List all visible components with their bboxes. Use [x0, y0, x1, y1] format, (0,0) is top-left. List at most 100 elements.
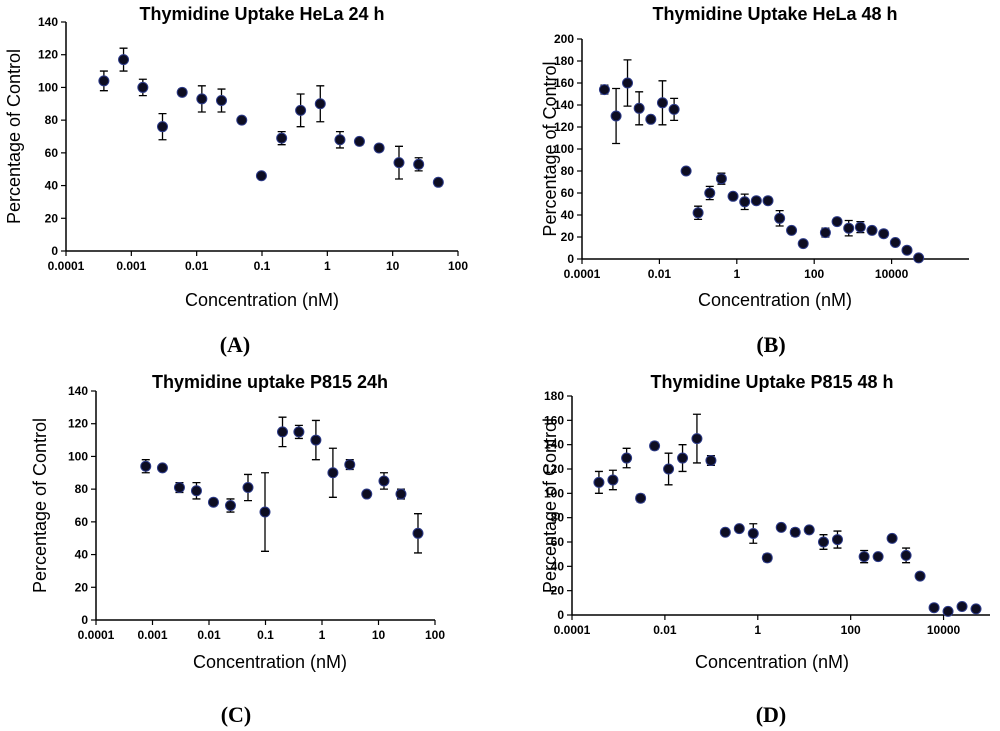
panel-a-y-tick-label: 120	[38, 48, 58, 62]
panel-a: Thymidine Uptake HeLa 24 h 0 20 40 60 80 100 12…	[4, 4, 468, 357]
panel-c-data-point	[190, 485, 202, 497]
panel-c-data-point	[207, 496, 219, 508]
panel-a-data-point	[176, 86, 188, 98]
panel-b-x-tick-label: 10000	[875, 267, 909, 281]
panel-c-label: (C)	[221, 702, 252, 727]
panel-c-data-point	[395, 488, 407, 500]
panel-d-y-tick-label: 120	[544, 462, 564, 476]
panel-c-y-axis-label: Percentage of Control	[30, 418, 50, 593]
panel-d-data-point	[914, 570, 926, 582]
panel-d-data-point	[593, 476, 605, 488]
panel-d-data-point	[886, 532, 898, 544]
panel-c-y-tick-label: 80	[75, 482, 89, 496]
panel-b-x-axis-label: Concentration (nM)	[698, 290, 852, 310]
panel-d-data-point	[956, 600, 968, 612]
panel-b-data-point	[645, 113, 657, 125]
panel-b-y-tick-label: 80	[561, 164, 575, 178]
panel-c-data-point	[224, 500, 236, 511]
panel-b-data-point	[715, 173, 727, 185]
panel-b-y-tick-label: 100	[554, 142, 574, 156]
panel-d-data-point	[607, 474, 619, 486]
panel-d-y-tick-label: 80	[551, 511, 565, 525]
panel-d-x-tick-label: 0.01	[653, 623, 677, 637]
panel-d-y-tick-label: 140	[544, 438, 564, 452]
panel-b-y-tick-label: 160	[554, 76, 574, 90]
panel-a-data-point	[137, 81, 149, 93]
panel-b-title: Thymidine Uptake HeLa 48 h	[652, 4, 897, 24]
panel-b-data-point	[680, 165, 692, 177]
panel-d-y-tick-label: 160	[544, 413, 564, 427]
panel-c-data-point	[277, 426, 289, 438]
panel-d-x-tick-label: 100	[841, 623, 861, 637]
panel-b-data-point	[656, 97, 668, 109]
panel-a-data-point	[255, 170, 267, 182]
panel-a-x-tick-label: 1	[324, 259, 331, 273]
panel-b-x-tick-label: 1	[733, 267, 740, 281]
panel-a-data-point	[196, 93, 208, 105]
panel-a-y-tick-label: 140	[38, 15, 58, 29]
panel-a-y-tick-label: 40	[45, 179, 59, 193]
panel-b-data-point	[622, 77, 634, 89]
panel-d-data-point	[677, 452, 689, 464]
panel-d-y-tick-label: 0	[557, 608, 564, 622]
panel-b-x-tick-label: 0.0001	[564, 267, 601, 281]
panel-d-x-tick-label: 10000	[927, 623, 961, 637]
panel-b-data-point	[610, 110, 622, 122]
panel-b-y-tick-label: 60	[561, 186, 575, 200]
panel-c-data-point	[259, 506, 271, 518]
panel-b-data-point	[692, 207, 704, 219]
panel-b-y-tick-label: 0	[567, 252, 574, 266]
panel-d-x-axis-label: Concentration (nM)	[695, 652, 849, 672]
panel-a-x-tick-label: 100	[448, 259, 468, 273]
panel-b-y-tick-label: 180	[554, 54, 574, 68]
panel-c-data-point	[344, 459, 356, 471]
panel-d-y-axis-label: Percentage of Control	[540, 418, 560, 593]
panel-c-data-point	[327, 467, 339, 479]
panel-c-x-tick-label: 0.01	[197, 628, 221, 642]
panel-a-y-tick-label: 80	[45, 113, 59, 127]
panel-a-data-point	[432, 176, 444, 188]
panel-a-data-point	[118, 54, 130, 66]
panel-a-title: Thymidine Uptake HeLa 24 h	[139, 4, 384, 24]
panel-c-data-point	[140, 460, 152, 472]
panel-b-data-point	[704, 187, 716, 199]
panel-d-data-point	[775, 521, 787, 533]
panel-a-y-tick-label: 20	[45, 211, 59, 225]
panel-b-data-point	[819, 227, 831, 239]
panel-a-x-tick-label: 0.0001	[48, 259, 85, 273]
panel-c-data-point	[242, 482, 254, 494]
panel-a-y-axis-label: Percentage of Control	[4, 49, 24, 224]
panel-d-data-point	[928, 602, 940, 614]
panel-c-data-point	[156, 462, 168, 474]
panel-b: Thymidine Uptake HeLa 48 h02040608010012…	[540, 4, 969, 357]
panel-b-label: (B)	[756, 332, 785, 357]
panel-d-title: Thymidine Uptake P815 48 h	[650, 372, 893, 392]
panel-d-data-point	[761, 552, 773, 564]
panel-d-data-point	[719, 526, 731, 538]
panel-c-x-tick-label: 0.0001	[78, 628, 115, 642]
panel-b-data-point	[598, 84, 610, 96]
panel-b-data-point	[668, 103, 680, 115]
panel-d-data-point	[803, 524, 815, 536]
panel-a-x-tick-label: 0.001	[116, 259, 146, 273]
panel-a-data-point	[334, 134, 346, 146]
panel-d-y-tick-label: 100	[544, 486, 564, 500]
panel-a-data-point	[413, 158, 425, 170]
panel-b-data-point	[633, 102, 645, 114]
panel-d-data-point	[705, 454, 717, 466]
panel-b-y-tick-label: 140	[554, 98, 574, 112]
panel-d-data-point	[747, 527, 759, 539]
panel-d-label: (D)	[756, 702, 787, 727]
panel-b-y-tick-label: 120	[554, 120, 574, 134]
panel-d-y-tick-label: 40	[551, 559, 565, 573]
panel-b-x-tick-label: 0.01	[648, 267, 672, 281]
panel-c-y-tick-label: 40	[75, 548, 89, 562]
panel-d-y-tick-label: 60	[551, 535, 565, 549]
panel-d-y-tick-label: 180	[544, 389, 564, 403]
panel-a-data-point	[236, 114, 248, 126]
panel-c-x-tick-label: 1	[319, 628, 326, 642]
panel-c-data-point	[310, 434, 322, 446]
panel-d-data-point	[635, 492, 647, 504]
panel-b-data-point	[889, 237, 901, 248]
